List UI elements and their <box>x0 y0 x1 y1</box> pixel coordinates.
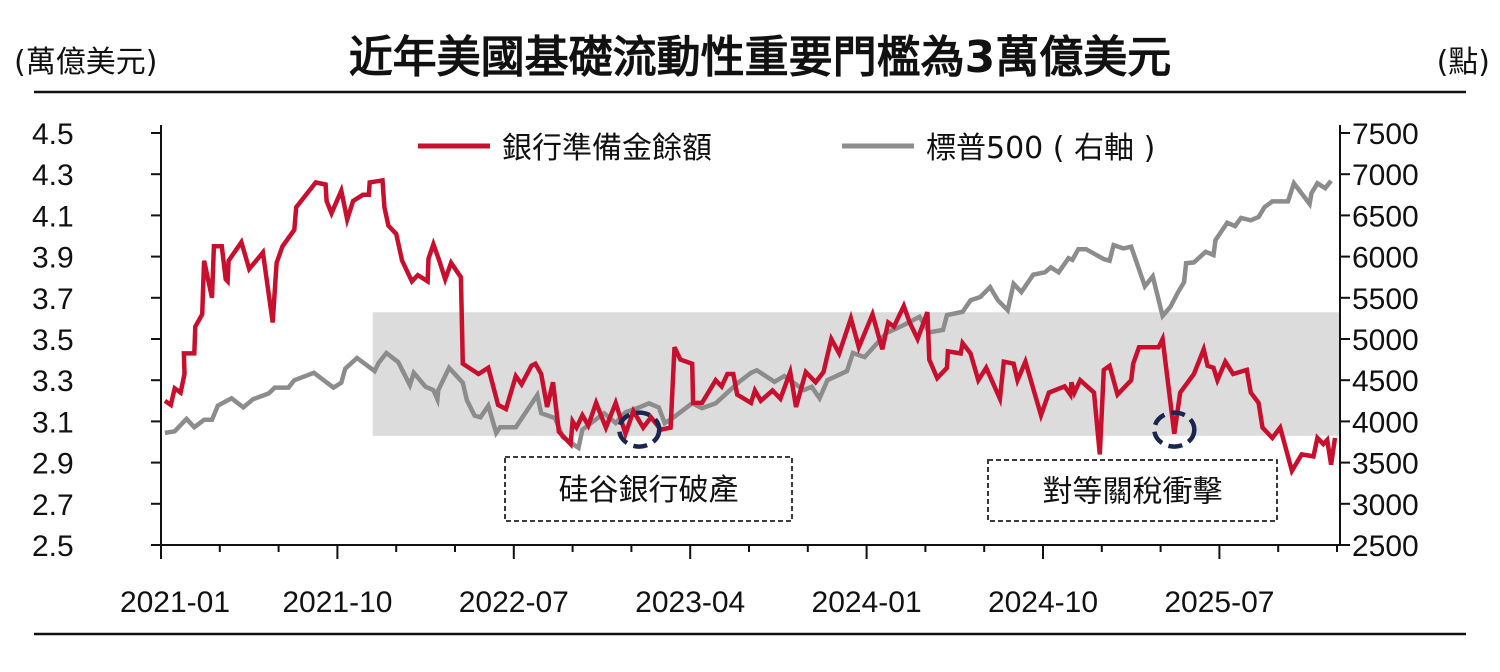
left-tick-label: 4.1 <box>32 200 74 233</box>
annotation-circle <box>1152 410 1197 449</box>
right-tick-label: 6500 <box>1352 200 1419 233</box>
right-tick-label: 4500 <box>1352 365 1419 398</box>
left-tick-label: 3.3 <box>32 365 74 398</box>
x-tick-label: 2023-04 <box>635 586 745 619</box>
legend: 銀行準備金餘額 標普500 ( 右軸 ) <box>418 131 1155 166</box>
left-tick-label: 3.5 <box>32 324 74 357</box>
left-tick-label: 3.1 <box>32 406 74 439</box>
x-tick-label: 2024-10 <box>988 586 1098 619</box>
legend-label-reserves: 銀行準備金餘額 <box>502 131 712 166</box>
annotation-box <box>987 459 1278 522</box>
right-tick-label: 3000 <box>1352 489 1419 522</box>
legend-label-sp500: 標普500 ( 右軸 ) <box>926 131 1155 166</box>
x-tick-label: 2022-07 <box>459 586 569 619</box>
left-tick-label: 2.7 <box>32 489 74 522</box>
series-line-reserves <box>163 177 1338 477</box>
right-tick-label: 3500 <box>1352 448 1419 481</box>
left-tick-label: 3.9 <box>32 242 74 275</box>
left-tick-label: 2.5 <box>32 530 74 563</box>
right-tick-label: 5500 <box>1352 283 1419 316</box>
left-tick-label: 2.9 <box>32 448 74 481</box>
left-tick-label: 3.7 <box>32 283 74 316</box>
left-axis-unit: (萬億美元) <box>14 45 157 80</box>
x-tick-label: 2025-07 <box>1164 586 1274 619</box>
annotation-label: 硅谷銀行破產 <box>559 473 739 508</box>
left-tick-label: 4.5 <box>32 118 74 151</box>
annotation-label: 對等關稅衝擊 <box>1043 475 1223 510</box>
right-tick-label: 2500 <box>1352 530 1419 563</box>
right-tick-label: 6000 <box>1352 242 1419 275</box>
right-tick-label: 5000 <box>1352 324 1419 357</box>
right-tick-label: 4000 <box>1352 406 1419 439</box>
x-tick-label: 2021-10 <box>282 586 392 619</box>
left-tick-label: 4.3 <box>32 159 74 192</box>
x-tick-label: 2021-01 <box>120 586 230 619</box>
x-tick-label: 2024-01 <box>812 586 922 619</box>
right-axis-unit: (點) <box>1437 45 1490 80</box>
right-tick-label: 7500 <box>1352 118 1419 151</box>
right-tick-label: 7000 <box>1352 159 1419 192</box>
series-line-sp500 <box>164 178 1333 452</box>
annotation-circle <box>616 410 662 449</box>
annotation-box <box>504 456 793 522</box>
chart-title: 近年美國基礎流動性重要門檻為3萬億美元 <box>349 32 1172 83</box>
